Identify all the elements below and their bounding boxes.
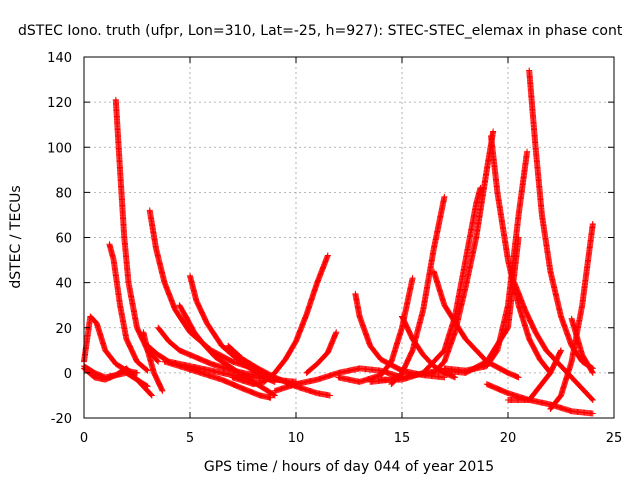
x-tick-label: 5	[186, 431, 194, 446]
data-points	[81, 67, 596, 417]
y-tick-label: 60	[55, 232, 72, 247]
chart-title: dSTEC Iono. truth (ufpr, Lon=310, Lat=-2…	[18, 23, 623, 39]
data-point	[134, 369, 140, 376]
x-tick-label: 20	[500, 431, 517, 446]
data-point	[143, 366, 150, 373]
data-point	[270, 391, 277, 398]
data-point	[558, 347, 564, 354]
x-tick-label: 0	[80, 431, 88, 446]
data-point	[159, 387, 166, 394]
x-tick-label: 10	[288, 431, 305, 446]
series-4	[112, 96, 162, 365]
data-point	[148, 392, 155, 399]
data-point	[452, 374, 458, 381]
data-point	[441, 193, 448, 200]
data-point	[557, 348, 564, 355]
y-tick-label: 20	[55, 322, 72, 337]
y-tick-label: 80	[55, 186, 72, 201]
data-point	[409, 275, 416, 282]
data-point	[148, 391, 155, 398]
data-point	[524, 148, 531, 155]
x-tick-label: 15	[394, 431, 411, 446]
data-point	[155, 358, 162, 365]
y-tick-label: -20	[51, 412, 72, 427]
y-tick-label: 100	[47, 141, 72, 156]
series-3	[106, 241, 151, 374]
data-point	[324, 252, 331, 259]
series-31	[568, 315, 596, 376]
series-6	[140, 329, 166, 394]
data-point	[589, 368, 596, 375]
axis-ticks: 0 5 10 15 20 25 -20 0 20 40 60 80 100 120 140	[47, 51, 622, 446]
series-11	[161, 358, 274, 401]
data-point	[589, 369, 596, 376]
data-point	[333, 329, 340, 336]
series-30	[547, 220, 596, 412]
y-tick-label: 140	[47, 51, 72, 66]
data-point	[326, 392, 333, 399]
series-20	[377, 184, 484, 383]
data-point	[589, 396, 596, 403]
series-26	[511, 279, 596, 403]
data-point	[154, 357, 161, 364]
y-axis-label: dSTEC / TECUs	[8, 185, 24, 288]
x-axis-label: GPS time / hours of day 044 of year 2015	[204, 459, 494, 475]
data-point	[589, 410, 596, 417]
x-tick-label: 25	[606, 431, 623, 446]
y-tick-label: 120	[47, 96, 72, 111]
series-27	[526, 67, 596, 372]
y-tick-label: 0	[64, 367, 72, 382]
series-13	[229, 252, 331, 388]
data-point	[144, 367, 151, 374]
data-point	[477, 184, 484, 191]
y-tick-label: 40	[55, 277, 72, 292]
data-point	[589, 396, 596, 403]
series-29	[505, 347, 564, 403]
data-point	[589, 220, 596, 227]
data-point	[490, 128, 497, 135]
data-point	[515, 374, 522, 381]
data-point	[267, 394, 274, 401]
series-22	[430, 268, 522, 381]
series-15	[303, 329, 340, 376]
